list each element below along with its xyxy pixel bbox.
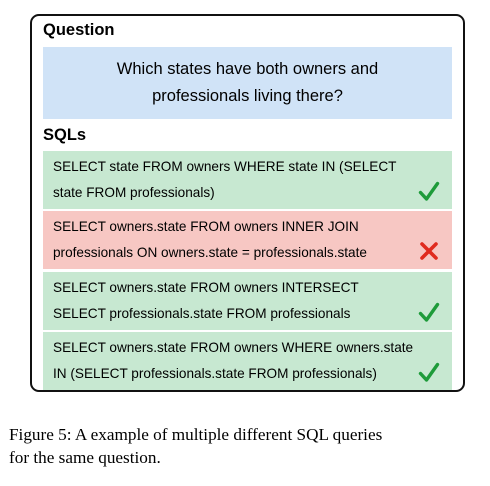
sql-line: IN (SELECT professionals.state FROM prof… [53, 366, 377, 381]
question-box: Which states have both owners and profes… [43, 47, 452, 119]
caption-line-1: Figure 5: A example of multiple differen… [9, 425, 383, 444]
sql-candidate-2: SELECT owners.state FROM owners INNER JO… [43, 211, 452, 269]
cross-icon [420, 242, 438, 260]
sql-line: SELECT state FROM owners WHERE state IN … [53, 159, 397, 174]
sql-line: SELECT owners.state FROM owners INTERSEC… [53, 280, 359, 295]
question-text-line-1: Which states have both owners and [116, 60, 379, 78]
sql-line: SELECT professionals.state FROM professi… [53, 306, 351, 321]
sql-line: state FROM professionals) [53, 185, 215, 200]
sql-candidate-4: SELECT owners.state FROM owners WHERE ow… [43, 332, 452, 390]
sql-candidate-1: SELECT state FROM owners WHERE state IN … [43, 151, 452, 209]
question-text-line-2: professionals living there? [152, 87, 343, 105]
caption-line-2: for the same question. [9, 448, 161, 467]
check-icon [418, 362, 440, 382]
figure-caption: Figure 5: A example of multiple differen… [9, 423, 483, 469]
figure-frame: Question Which states have both owners a… [30, 14, 465, 392]
check-icon [418, 302, 440, 322]
check-icon [418, 181, 440, 201]
sqls-heading: SQLs [43, 126, 87, 144]
sql-line: SELECT owners.state FROM owners INNER JO… [53, 219, 359, 234]
sql-line: SELECT owners.state FROM owners WHERE ow… [53, 340, 414, 355]
question-heading: Question [43, 21, 115, 39]
sql-candidate-3: SELECT owners.state FROM owners INTERSEC… [43, 272, 452, 330]
sql-line: professionals ON owners.state = professi… [53, 245, 367, 260]
